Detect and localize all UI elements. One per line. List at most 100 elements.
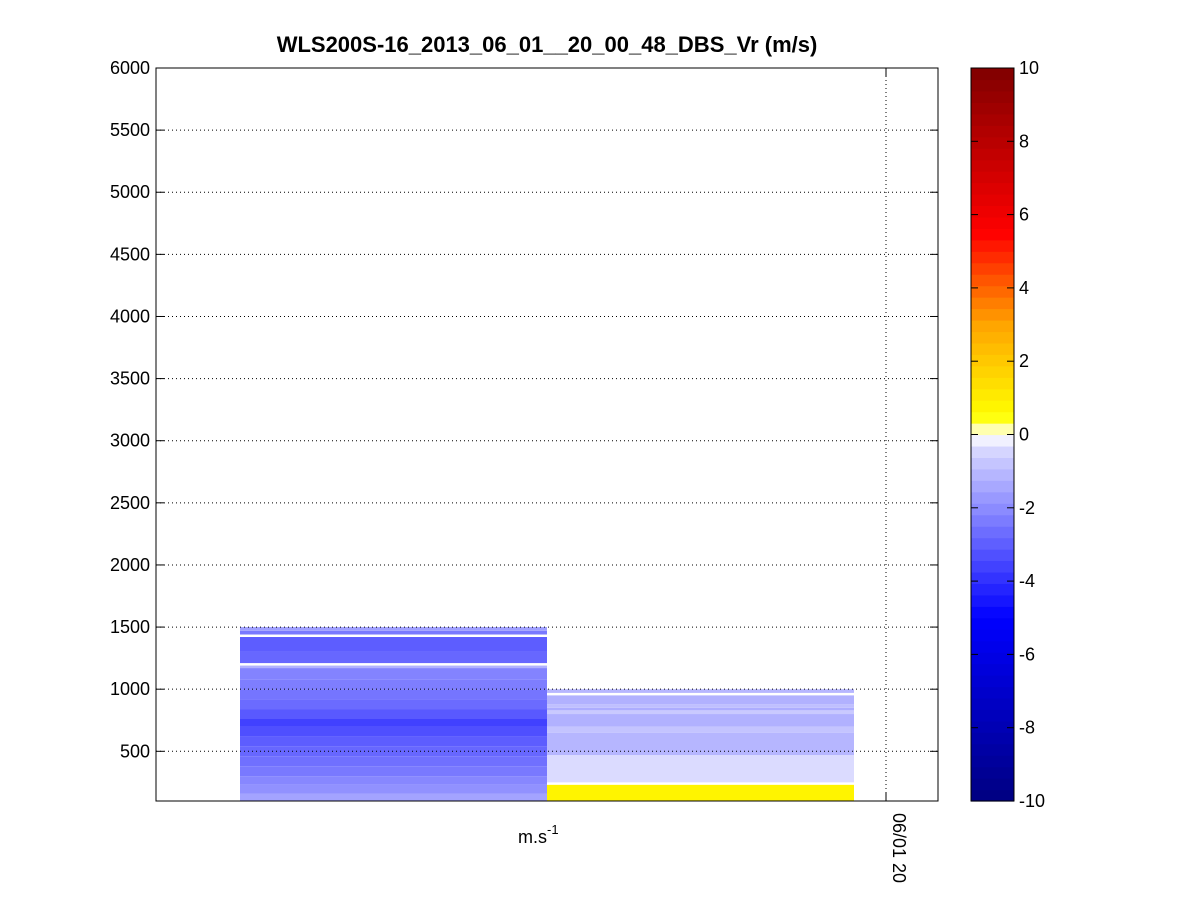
heatmap-cell [547,784,854,801]
colorbar-band [971,491,1014,504]
colorbar [971,68,1014,802]
heatmap-cell [547,726,854,733]
colorbar-band [971,239,1014,252]
colorbar-band [971,675,1014,688]
colorbar-band [971,583,1014,596]
heatmap-cell [547,710,854,715]
colorbar-band [971,549,1014,562]
heatmap-cell [547,714,854,727]
colorbar-tick-label: -6 [1019,644,1035,664]
colorbar-band [971,732,1014,745]
y-tick-label: 5500 [110,120,150,140]
y-tick-label: 5000 [110,182,150,202]
colorbar-band [971,789,1014,802]
colorbar-band [971,205,1014,218]
colorbar-tick-label: 6 [1019,205,1029,225]
y-tick-label: 4500 [110,244,150,264]
heatmap-cells [240,627,854,801]
heatmap-cell [240,719,547,727]
y-tick-label: 2500 [110,493,150,513]
colorbar-band [971,113,1014,126]
heatmap-cell [240,756,547,767]
colorbar-band [971,652,1014,665]
colorbar-band [971,663,1014,676]
colorbar-band [971,102,1014,115]
colorbar-band [971,285,1014,298]
colorbar-band [971,125,1014,138]
heatmap-cell [240,726,547,737]
heatmap-cell [547,704,854,708]
colorbar-tick-label: 2 [1019,351,1029,371]
colorbar-band [971,606,1014,619]
y-axis: 500 1000 1500 2000 2500 3000 3500 4000 4500 5000 5… [110,58,938,761]
colorbar-band [971,228,1014,241]
heatmap-cell [547,695,854,705]
colorbar-band [971,182,1014,195]
colorbar-band [971,388,1014,401]
y-tick-label: 6000 [110,58,150,78]
heatmap-cell [240,793,547,801]
colorbar-tick-label: 8 [1019,131,1029,151]
colorbar-band [971,640,1014,653]
colorbar-band [971,537,1014,550]
y-tick-label: 4000 [110,306,150,326]
heatmap-cell [240,665,547,669]
x-tick-label: 06/01 20 [889,813,909,883]
colorbar-tick-label: -4 [1019,571,1035,591]
colorbar-band [971,778,1014,791]
colorbar-band [971,423,1014,436]
colorbar-band [971,617,1014,630]
plot-frame [155,67,939,802]
heatmap-cell [547,689,854,693]
colorbar-tick-label: 10 [1019,58,1039,78]
colorbar-band [971,720,1014,733]
unit-label-exponent: -1 [547,822,559,837]
colorbar-band [971,755,1014,768]
colorbar-band [971,377,1014,390]
heatmap-cell [240,679,547,690]
colorbar-band [971,434,1014,447]
heatmap-cell [240,637,547,652]
colorbar-band [971,365,1014,378]
colorbar-band [971,274,1014,287]
colorbar-band [971,68,1014,81]
colorbar-band [971,594,1014,607]
colorbar-tick-label: -10 [1019,791,1045,811]
colorbar-band [971,743,1014,756]
colorbar-band [971,331,1014,344]
heatmap-cell [240,709,547,720]
heatmap-cell [547,707,854,711]
colorbar-band [971,354,1014,367]
colorbar-band [971,709,1014,722]
colorbar-band [971,216,1014,229]
colorbar-band [971,560,1014,573]
chart-title: WLS200S-16_2013_06_01__20_00_48_DBS_Vr (… [277,32,818,57]
heatmap-cell [240,746,547,757]
heatmap-cell [547,755,854,783]
colorbar-band [971,148,1014,161]
heatmap-cell [240,766,547,777]
colorbar-band [971,697,1014,710]
unit-label: m.s-1 [518,822,559,847]
heatmap-cell [240,630,547,635]
colorbar-band [971,90,1014,103]
colorbar-band [971,297,1014,310]
colorbar-band [971,514,1014,527]
colorbar-band [971,457,1014,470]
y-tick-label: 3500 [110,369,150,389]
colorbar-band [971,445,1014,459]
colorbar-band [971,159,1014,172]
heatmap-cell [240,668,547,680]
colorbar-band [971,262,1014,275]
heatmap-cell [240,736,547,747]
colorbar-band [971,480,1014,493]
heatmap-cell [547,732,854,756]
colorbar-band [971,686,1014,699]
heatmap-cell [240,784,547,794]
y-tick-label: 2000 [110,555,150,575]
colorbar-band [971,411,1014,424]
colorbar-band [971,308,1014,321]
y-tick-label: 3000 [110,431,150,451]
heatmap-cell [240,776,547,785]
